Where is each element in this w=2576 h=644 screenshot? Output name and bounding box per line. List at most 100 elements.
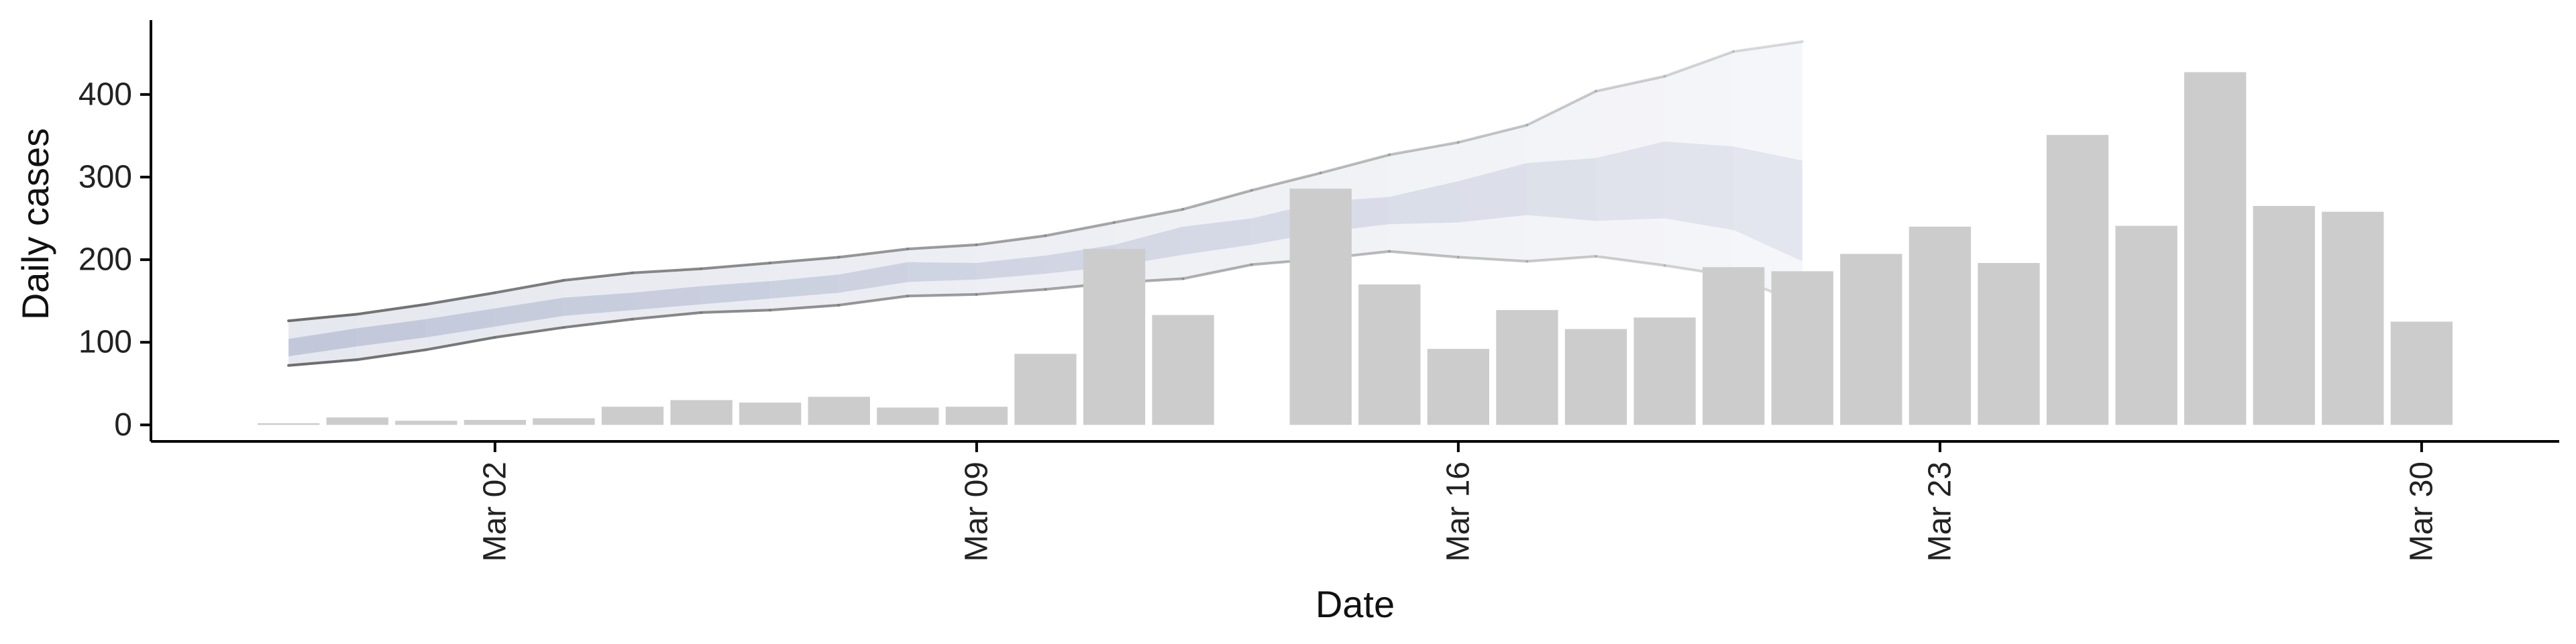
outer-band-upper-edge bbox=[562, 271, 634, 282]
inner-band-segment bbox=[1733, 146, 1803, 262]
y-axis-title: Daily cases bbox=[14, 128, 56, 320]
outer-band-lower-edge bbox=[769, 303, 841, 312]
outer-band-segment bbox=[976, 235, 1046, 294]
bar bbox=[2253, 206, 2315, 425]
outer-band-lower-edge bbox=[425, 335, 496, 352]
inner-band-segment bbox=[1527, 158, 1596, 221]
outer-band-lower-edge bbox=[493, 326, 566, 339]
inner-band-segment bbox=[426, 308, 495, 337]
inner-band-segment bbox=[1596, 142, 1665, 221]
x-tick-label: Mar 16 bbox=[1440, 462, 1476, 561]
bar bbox=[1771, 271, 1833, 425]
bar bbox=[1496, 310, 1558, 425]
bar bbox=[1702, 267, 1765, 425]
outer-band-segment bbox=[1458, 125, 1527, 262]
bar bbox=[2390, 321, 2453, 425]
outer-band-upper-edge bbox=[1181, 189, 1254, 211]
bar bbox=[464, 419, 527, 425]
inner-band-segment bbox=[494, 297, 564, 327]
bar bbox=[1909, 226, 1972, 425]
outer-band-lower-edge bbox=[1595, 255, 1666, 267]
outer-band-upper-edge bbox=[769, 256, 841, 265]
inner-band-segment bbox=[633, 286, 702, 311]
x-tick-label: Mar 23 bbox=[1922, 462, 1957, 561]
inner-band-segment bbox=[770, 274, 839, 299]
outer-band-upper-edge bbox=[493, 278, 566, 294]
outer-band-lower-edge bbox=[562, 317, 634, 329]
outer-band-upper-edge bbox=[1456, 123, 1529, 144]
bar bbox=[2115, 225, 2178, 425]
x-axis-title: Date bbox=[1316, 583, 1395, 625]
y-tick-label: 300 bbox=[78, 159, 132, 195]
y-tick-label: 0 bbox=[114, 407, 132, 443]
outer-band-upper-edge bbox=[425, 291, 496, 306]
bar bbox=[808, 396, 870, 425]
outer-band-segment bbox=[701, 263, 771, 313]
inner-band-segment bbox=[1183, 218, 1252, 255]
outer-band-lower-edge bbox=[1525, 255, 1597, 263]
bar bbox=[1152, 315, 1214, 425]
x-tick-label: Mar 30 bbox=[2404, 462, 2439, 561]
bar bbox=[1014, 354, 1077, 425]
outer-band-upper-edge bbox=[1525, 89, 1597, 127]
outer-band-upper-edge bbox=[1732, 40, 1804, 53]
bar bbox=[670, 400, 733, 425]
outer-band-upper-edge bbox=[1250, 171, 1322, 192]
outer-band-lower-edge bbox=[356, 348, 428, 362]
outer-band-upper-edge bbox=[1388, 141, 1460, 156]
axes: Mar 02 Mar 09 Mar 16 Mar 23 Mar 30 0 100 200 30… bbox=[78, 20, 2559, 561]
daily-case-bars bbox=[257, 72, 2453, 425]
y-tick-label: 100 bbox=[78, 325, 132, 360]
outer-band-upper-edge bbox=[906, 243, 978, 251]
outer-band-upper-edge bbox=[837, 248, 910, 259]
y-tick-label: 400 bbox=[78, 76, 132, 112]
outer-band-upper-edge bbox=[356, 303, 428, 316]
outer-band-upper-edge bbox=[631, 267, 703, 274]
bar bbox=[739, 402, 802, 425]
inner-band-segment bbox=[1458, 163, 1527, 223]
outer-band-segment bbox=[1664, 51, 1734, 276]
outer-band-segment bbox=[1733, 42, 1803, 305]
outer-band-upper-edge bbox=[1113, 207, 1185, 224]
bar bbox=[1083, 249, 1146, 425]
inner-band-segment bbox=[1389, 181, 1458, 225]
bar bbox=[1358, 284, 1421, 425]
bar bbox=[1427, 349, 1490, 425]
outer-band-segment bbox=[908, 244, 977, 297]
bar bbox=[601, 407, 664, 425]
outer-band-upper-edge bbox=[975, 234, 1047, 246]
inner-band-segment bbox=[908, 262, 977, 282]
bar bbox=[1564, 329, 1627, 425]
bar bbox=[326, 417, 388, 425]
outer-band-segment bbox=[1527, 91, 1596, 262]
outer-band-lower-edge bbox=[287, 358, 359, 367]
outer-band-lower-edge bbox=[837, 294, 910, 307]
bar bbox=[1289, 189, 1352, 425]
bar bbox=[1978, 263, 2040, 425]
outer-band-lower-edge bbox=[1181, 263, 1254, 280]
inner-band-segment bbox=[839, 262, 908, 293]
outer-band-segment bbox=[770, 257, 839, 311]
bar bbox=[877, 407, 939, 425]
outer-band-upper-edge bbox=[1319, 153, 1391, 174]
outer-band-lower-edge bbox=[631, 311, 703, 321]
bar bbox=[1633, 317, 1696, 425]
outer-band-lower-edge bbox=[1388, 250, 1460, 259]
bar bbox=[533, 418, 595, 425]
y-axis-ticks: 0 100 200 300 400 bbox=[78, 76, 151, 443]
inner-band-segment bbox=[564, 292, 633, 316]
inner-band-segment bbox=[976, 255, 1046, 280]
bar bbox=[2184, 72, 2247, 425]
outer-band-lower-edge bbox=[700, 309, 772, 314]
inner-band-segment bbox=[701, 281, 771, 305]
outer-band-lower-edge bbox=[975, 288, 1047, 296]
inner-band-segment bbox=[1664, 142, 1734, 230]
outer-band-segment bbox=[839, 249, 908, 305]
bar bbox=[1840, 254, 1902, 425]
y-tick-label: 200 bbox=[78, 242, 132, 278]
bar bbox=[2322, 211, 2384, 425]
bar bbox=[395, 421, 458, 425]
outer-band-upper-edge bbox=[1044, 221, 1116, 237]
outer-band-segment bbox=[1183, 190, 1252, 279]
outer-band-segment bbox=[1389, 142, 1458, 258]
